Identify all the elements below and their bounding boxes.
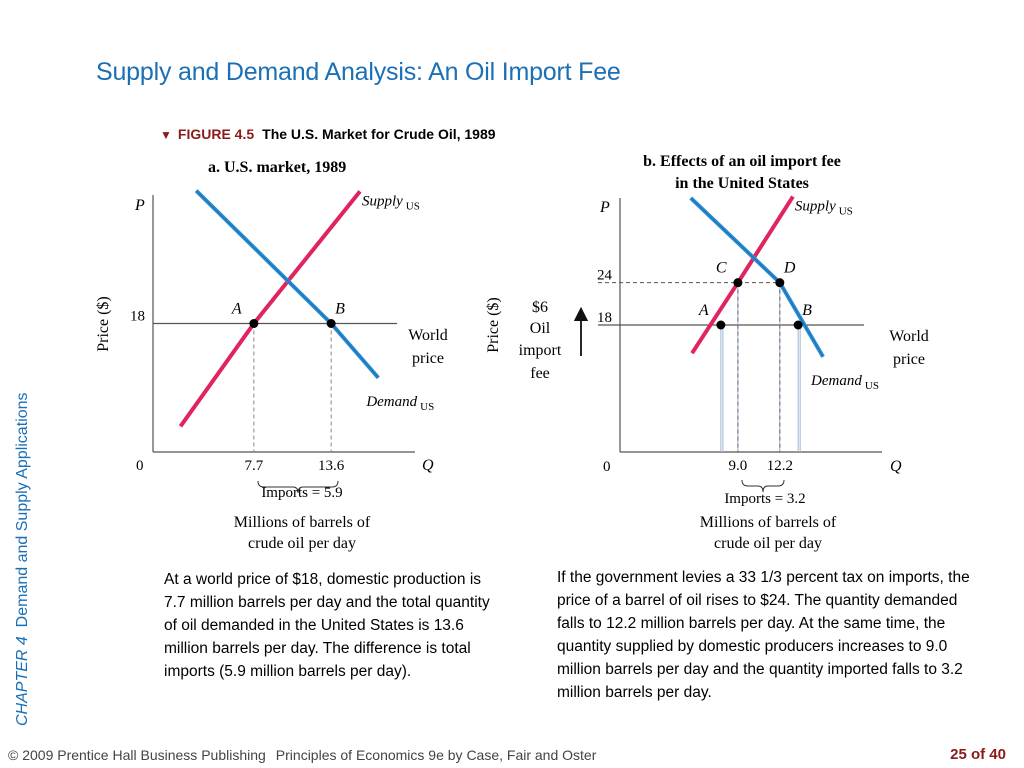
chart-b-fee-label-2: Oil: [530, 320, 551, 337]
chart-b-xlabel-2: crude oil per day: [714, 535, 822, 552]
chart-b-world-price-label-1: World: [889, 328, 929, 345]
chart-a-guides: [253, 323, 332, 452]
chart-b-supply-line: [690, 195, 795, 355]
chart-a-demand-label: Demand US: [365, 394, 434, 413]
chart-a-x-ticks: 7.7 13.6: [244, 458, 344, 474]
chart-b-fee-label-3: import: [519, 342, 562, 359]
chart-b-fee-label-1: $6: [532, 299, 548, 316]
chart-a-point-A: [249, 319, 259, 328]
chart-a-price-label-18: 18: [130, 309, 145, 325]
chart-b-origin: 0: [603, 459, 611, 475]
page-number: 25 of 40: [950, 746, 1006, 763]
chart-b-price-lines: 24 18: [597, 268, 864, 326]
chart-a-world-price-label-2: price: [412, 350, 444, 367]
chart-a-supply-label: Supply US: [362, 193, 420, 212]
chart-a-imports-label: Imports = 5.9: [261, 485, 342, 501]
chart-a-y-letter: P: [134, 197, 145, 214]
chart-a-origin: 0: [136, 458, 144, 474]
chart-b-title-2: in the United States: [675, 175, 809, 192]
chart-b-guides: [720, 282, 801, 452]
chart-b-x-tick-12.2: 12.2: [767, 458, 793, 474]
chart-a-point-label-A: A: [231, 301, 242, 318]
chart-b-price-label-18: 18: [597, 310, 612, 326]
chart-b-point-D: [775, 278, 785, 288]
chart-b: b. Effects of an oil import fee in the U…: [485, 153, 929, 552]
chart-a-series: [178, 189, 380, 428]
chart-b-y-letter: P: [599, 199, 610, 216]
chart-a: a. U.S. market, 1989 P Q 0 Price ($) 18 …: [95, 159, 448, 552]
chart-a-xlabel-2: crude oil per day: [248, 535, 356, 552]
chart-b-point-A: [716, 320, 726, 330]
footer-credits: © 2009 Prentice Hall Business Publishing…: [8, 747, 596, 763]
chart-b-imports-label: Imports = 3.2: [724, 491, 805, 507]
chart-b-x-ticks: 9.0 12.2: [729, 458, 793, 474]
chart-b-x-letter: Q: [890, 458, 902, 475]
chart-b-point-label-D: D: [783, 260, 796, 277]
figure-number: FIGURE 4.5: [177, 126, 255, 142]
chart-a-supply-line: [178, 190, 362, 428]
chart-a-x-tick-7.7: 7.7: [244, 458, 263, 474]
footer-copyright: © 2009 Prentice Hall Business Publishing: [8, 747, 266, 763]
chart-b-point-label-B: B: [802, 302, 812, 319]
slide-title: Supply and Demand Analysis: An Oil Impor…: [96, 58, 621, 86]
chart-b-world-price-label-2: price: [893, 351, 925, 368]
chart-a-price-lines: 18: [130, 309, 397, 325]
chart-a-title: a. U.S. market, 1989: [208, 159, 346, 176]
explanation-panel-a: At a world price of $18, domestic produc…: [164, 571, 490, 680]
chart-b-demand-line: [689, 196, 825, 358]
chart-b-points: C D A B: [698, 260, 812, 330]
chart-b-ylabel: Price ($): [485, 297, 502, 353]
chart-a-ylabel: Price ($): [95, 296, 112, 352]
chart-b-series: [689, 195, 825, 358]
chart-b-fee-label-4: fee: [530, 365, 550, 382]
chart-b-point-C: [733, 278, 743, 288]
chart-b-demand-label: Demand US: [810, 373, 879, 392]
chart-b-demand-line-core: [690, 197, 824, 358]
chart-b-supply-label: Supply US: [795, 199, 853, 218]
footer-book: Principles of Economics 9e by Case, Fair…: [275, 747, 597, 763]
chart-a-x-tick-13.6: 13.6: [318, 458, 345, 474]
chart-a-point-label-B: B: [335, 301, 345, 318]
chart-b-xlabel-1: Millions of barrels of: [700, 514, 837, 531]
chart-b-imports-brace: [741, 479, 785, 493]
chart-b-x-tick-9.0: 9.0: [729, 458, 748, 474]
chart-a-imports-brace: [257, 480, 339, 494]
chart-a-xlabel-1: Millions of barrels of: [234, 514, 371, 531]
chart-b-title-1: b. Effects of an oil import fee: [643, 153, 841, 170]
figure-caption-text: The U.S. Market for Crude Oil, 1989: [262, 126, 496, 142]
explanation-panel-b: If the government levies a 33 1/3 percen…: [557, 569, 970, 701]
chart-b-point-label-A: A: [698, 302, 709, 319]
chart-b-price-label-24: 24: [597, 268, 613, 284]
chart-b-point-label-C: C: [716, 260, 727, 277]
chart-a-world-price-label-1: World: [408, 327, 448, 344]
chart-a-point-B: [326, 319, 336, 328]
figure-caption: ▼ FIGURE 4.5 The U.S. Market for Crude Oil…: [160, 126, 496, 142]
triangle-down-icon: ▼: [160, 128, 172, 142]
chart-a-x-letter: Q: [422, 457, 434, 474]
chart-b-point-B: [793, 320, 803, 330]
